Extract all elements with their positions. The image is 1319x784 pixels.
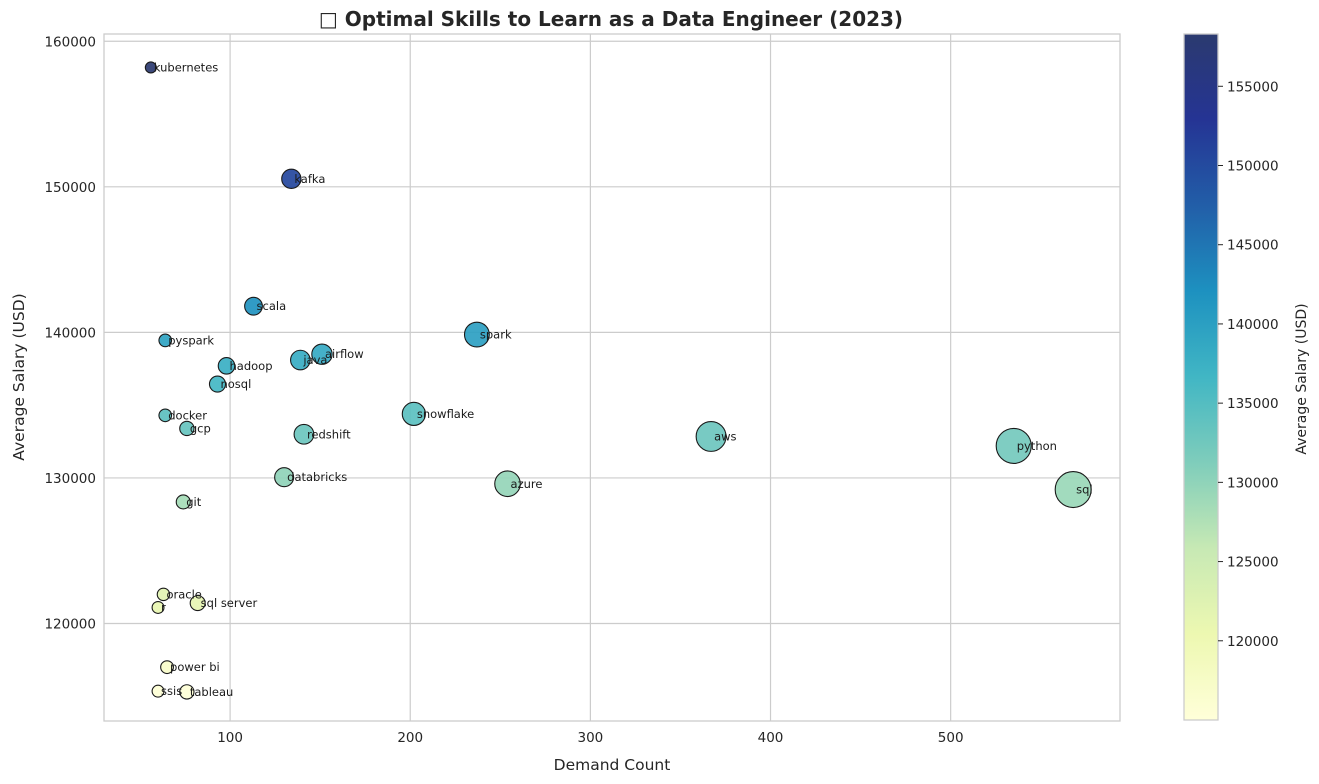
plot-frame: [103, 33, 1121, 722]
colorbar-tick-label: 145000: [1227, 238, 1279, 254]
y-axis-ticks: 120000 130000 140000 150000 160000: [44, 34, 96, 632]
data-point: [160, 660, 174, 675]
x-tick-label: 200: [397, 730, 423, 746]
chart-title: □ Optimal Skills to Learn as a Data Engi…: [319, 7, 903, 31]
data-point: [293, 423, 315, 445]
data-point: [695, 420, 727, 452]
point-label: airflow: [325, 347, 364, 361]
x-axis-label: Demand Count: [554, 756, 671, 774]
data-point: [274, 467, 295, 488]
y-tick-label: 160000: [44, 34, 96, 50]
data-point: [281, 168, 302, 190]
point-label: git: [186, 495, 201, 509]
data-point: [144, 61, 157, 74]
point-label: oracle: [166, 587, 201, 601]
point-label: spark: [480, 328, 512, 342]
data-point: [401, 401, 426, 427]
x-axis-ticks: 100 200 300 400 500: [217, 730, 963, 746]
data-point: [463, 321, 490, 348]
data-point: [1054, 471, 1092, 509]
colorbar-tick-label: 155000: [1227, 79, 1279, 95]
x-tick-label: 500: [938, 730, 964, 746]
data-point: [158, 408, 173, 423]
data-point: [158, 333, 173, 348]
colorbar-gradient: [1183, 33, 1219, 721]
data-point: [290, 349, 311, 371]
data-points: kubernetes kafka scala pyspark spark airflowj…: [144, 60, 1093, 700]
point-label: nosql: [220, 377, 251, 391]
data-point: [995, 427, 1032, 464]
point-label: gcp: [190, 421, 211, 435]
colorbar-tick-label: 120000: [1227, 634, 1279, 650]
y-tick-label: 140000: [44, 325, 96, 341]
data-point: [175, 494, 191, 510]
point-label: databricks: [287, 470, 347, 484]
y-axis-label: Average Salary (USD): [10, 293, 28, 460]
point-label: power bi: [170, 660, 220, 674]
data-point: [179, 684, 195, 700]
point-label: r: [161, 600, 166, 614]
y-tick-label: 120000: [44, 616, 96, 632]
data-point: [189, 595, 206, 612]
grid-lines: [104, 34, 1120, 721]
point-label: hadoop: [229, 359, 272, 373]
point-label: snowflake: [417, 407, 474, 421]
point-label: ssis: [161, 684, 182, 698]
colorbar-ticks: 120000 125000 130000 135000 140000 145000 1500…: [1218, 79, 1279, 650]
colorbar-tick-label: 150000: [1227, 158, 1279, 174]
colorbar-tick-label: 125000: [1227, 555, 1279, 571]
point-label: docker: [168, 408, 207, 422]
y-tick-label: 130000: [44, 471, 96, 487]
x-tick-label: 100: [217, 730, 243, 746]
point-label: kafka: [294, 172, 325, 186]
colorbar-tick-label: 135000: [1227, 396, 1279, 412]
data-point: [156, 587, 171, 602]
point-label: sql: [1076, 483, 1093, 497]
point-label: kubernetes: [154, 60, 218, 74]
y-tick-label: 150000: [44, 180, 96, 196]
point-label: sql server: [201, 596, 258, 610]
colorbar-tick-label: 140000: [1227, 317, 1279, 333]
point-label: java: [302, 353, 327, 367]
point-label: scala: [257, 299, 287, 313]
data-point: [151, 600, 165, 614]
colorbar: 120000 125000 130000 135000 140000 145000 1500…: [1183, 33, 1310, 721]
x-tick-label: 400: [758, 730, 784, 746]
x-tick-label: 300: [577, 730, 603, 746]
point-label: redshift: [307, 427, 351, 441]
point-label: aws: [714, 429, 736, 443]
data-point: [217, 357, 236, 375]
data-point: [494, 470, 521, 498]
data-point: [208, 375, 227, 393]
point-label: azure: [511, 477, 543, 491]
point-label: python: [1017, 439, 1057, 453]
colorbar-tick-label: 130000: [1227, 475, 1279, 491]
colorbar-label: Average Salary (USD): [1294, 303, 1310, 454]
point-label: pyspark: [168, 333, 214, 347]
data-point: [179, 420, 195, 437]
data-point: [311, 343, 333, 365]
point-label: tableau: [190, 685, 233, 699]
data-point: [151, 684, 165, 698]
data-point: [244, 296, 263, 316]
